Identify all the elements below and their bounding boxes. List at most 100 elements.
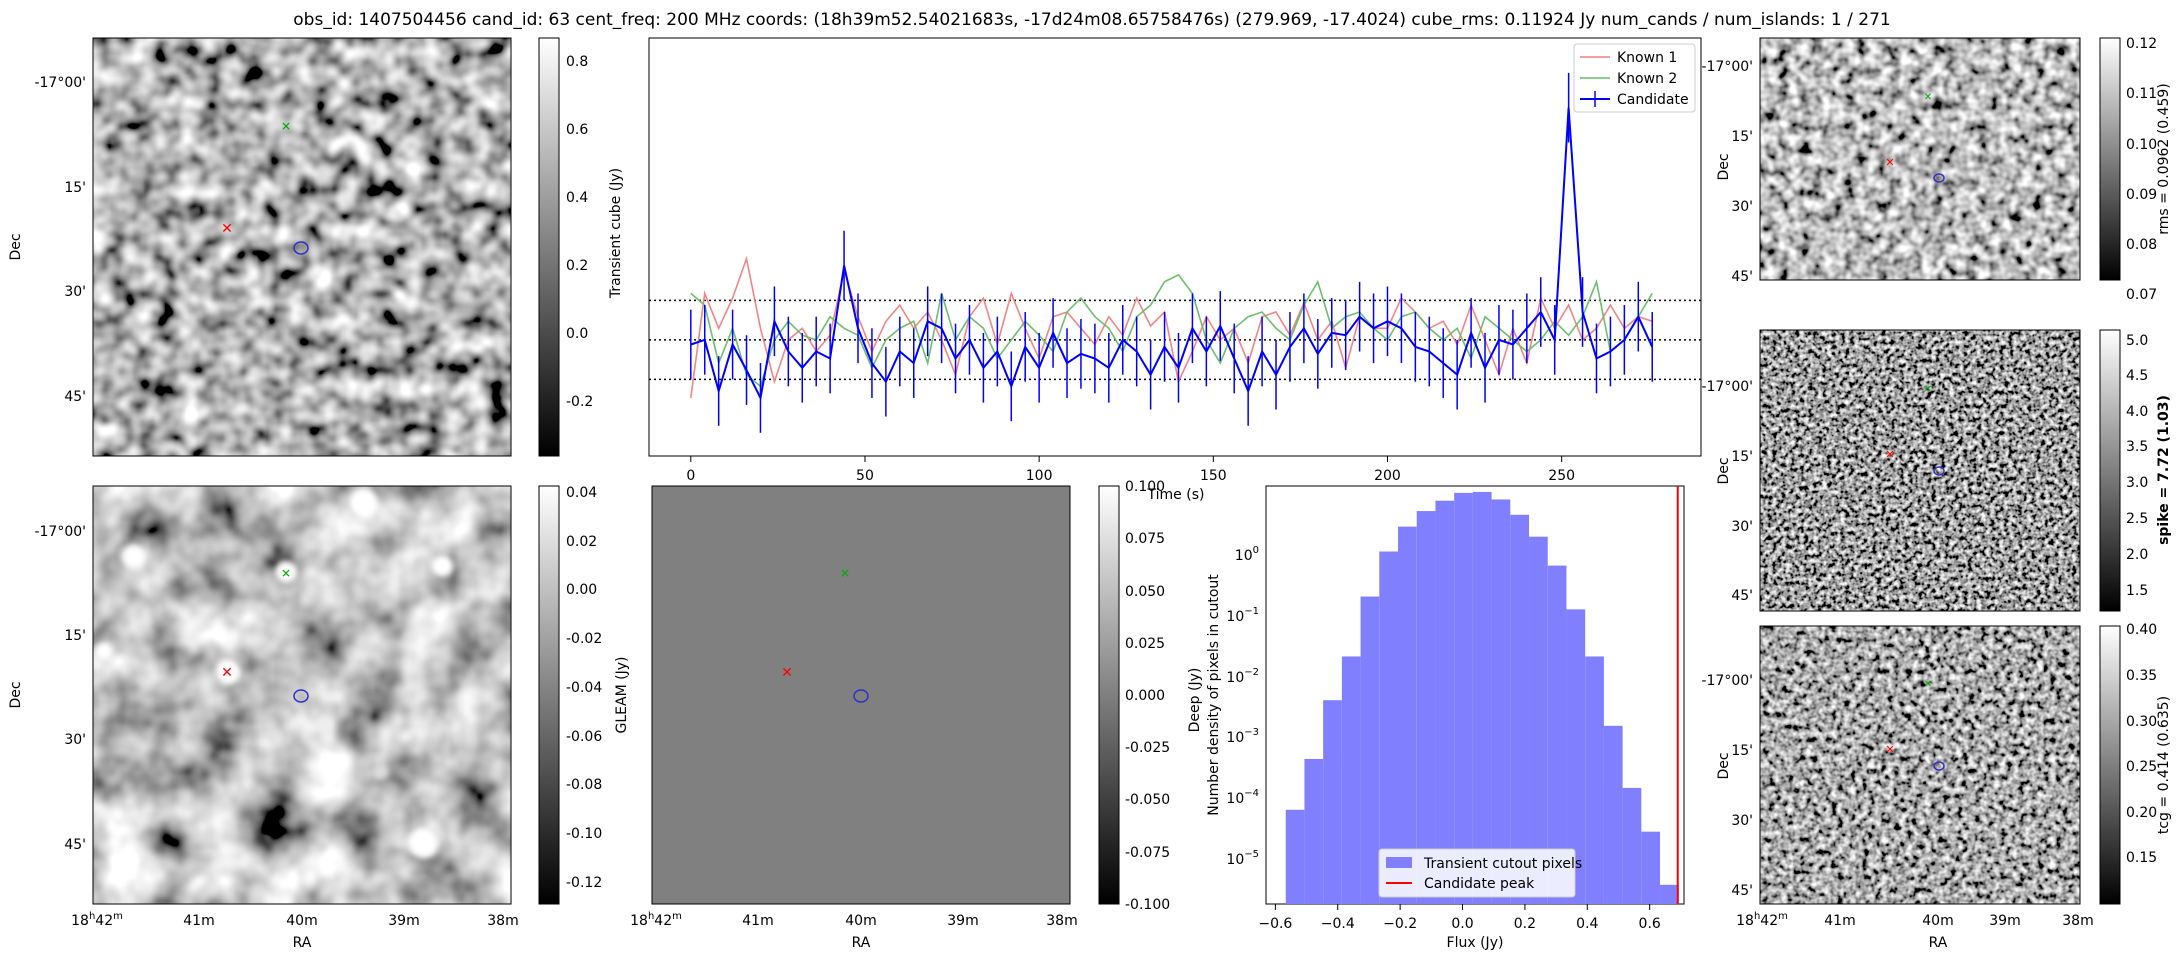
dec-tick: 30' [64,284,86,300]
lightcurve-xticks: 0 50 100 150 200 250 [686,456,1575,484]
colorbar-ticks: 0.8 0.6 0.4 0.2 0.0 -0.2 [566,54,593,410]
dec-tick: 15' [64,180,86,196]
dec-axis-label: Dec [8,681,24,708]
ra-tick-labels: 18h42m 41m 40m 39m 38m [71,911,519,929]
lightcurve-xlabel: Time (s) [1147,487,1205,503]
ra-tick: 38m [487,913,518,929]
colorbar-label: GLEAM (Jy) [614,657,630,734]
red-marker: ✕ [1885,743,1894,756]
xtick-label: 100 [1026,468,1053,484]
ra-tick: 40m [1922,913,1953,929]
colorbar-tick: 0.08 [2126,237,2157,253]
colorbar-ticks: 0.40 0.35 0.30 0.25 0.20 0.15 [2126,622,2157,866]
series-line-known-2 [690,273,1653,388]
xtick-label: 0.0 [1451,916,1473,932]
threshold-lines [649,299,1701,381]
dec-tick: 15' [64,628,86,644]
colorbar-tick: 2.5 [2126,511,2148,527]
dec-tick-labels: -17°00' 15' 30' 45' [34,75,86,405]
ytick-label: 10−2 [1226,667,1259,686]
red-marker: ✕ [1885,448,1894,461]
hist-bar [1285,809,1305,904]
dec-tick: -17°00' [34,75,86,91]
hist-bar [1472,491,1492,904]
red-marker: ✕ [1885,156,1894,169]
hist-bar [1660,884,1679,904]
colorbar-tick: 0.050 [1125,584,1165,600]
hist-bar [1398,526,1417,904]
xtick-label: 250 [1548,468,1575,484]
figure-title: obs_id: 1407504456 cand_id: 63 cent_freq… [293,10,1890,30]
legend-entry: Candidate [1617,92,1689,108]
dec-tick-labels: -17°00' 15' 30' 45' [1701,59,1753,285]
colorbar-tick: 3.5 [2126,439,2148,455]
xtick-label: −0.2 [1383,916,1417,932]
candidate-contour [1933,761,1945,771]
colorbar-tick: 4.0 [2126,404,2148,420]
hist-bar [1529,536,1548,904]
colorbar-tick: 0.075 [1125,531,1165,547]
dec-tick: 30' [1731,519,1753,535]
dec-tick: 15' [1731,449,1753,465]
hist-bar [1416,511,1436,904]
hist-bar [1341,656,1361,904]
xtick-label: 150 [1200,468,1227,484]
colorbar-tick: 4.5 [2126,368,2148,384]
tcg-panel: ✕ ✕ -17°00' 15' 30' 45' 18h42m 41m 40m 3… [1701,622,2172,951]
red-marker: ✕ [221,665,233,681]
spike-image [1760,330,2080,611]
ytick-label: 100 [1235,545,1259,564]
ra-tick: 39m [947,913,978,929]
colorbar-tick: -0.050 [1125,792,1170,808]
colorbar-tick: -0.12 [566,875,602,891]
green-marker: ✕ [281,567,291,581]
colorbar-tick: 0.025 [1125,636,1165,652]
ra-tick: 40m [845,913,876,929]
ra-tick: 38m [1046,913,1077,929]
ytick-label: 10−3 [1226,727,1259,746]
colorbar-tick: 0.20 [2126,805,2157,821]
hist-bar [1603,725,1623,904]
hist-bar [1360,596,1380,904]
deep-image [651,485,1071,905]
dec-tick: -17°00' [1701,379,1753,395]
colorbar [538,37,560,457]
xtick-label: −0.6 [1258,916,1292,932]
colorbar-tick: 0.40 [2126,622,2157,638]
green-marker: ✕ [281,120,291,134]
green-marker: ✕ [1924,92,1932,103]
hist-bar [1323,700,1342,904]
ytick-label: 10−5 [1226,849,1259,868]
dec-tick: -17°00' [1701,673,1753,689]
deep-panel: ✕ ✕ 18h42m 41m 40m 39m 38m RA 0.100 0.07… [630,479,1203,951]
colorbar-label: Deep (Jy) [1187,668,1203,733]
hist-bar [1585,656,1604,904]
rms-image [1760,38,2080,280]
colorbar [2099,329,2121,612]
histogram-bars [1285,491,1679,904]
colorbar-tick: 0.00 [566,582,597,598]
dec-tick: 30' [1731,813,1753,829]
colorbar-tick: -0.100 [1125,897,1170,913]
hist-bar [1491,499,1511,904]
candidate-contour [1933,466,1945,476]
red-marker: ✕ [781,665,793,681]
dec-axis-label: Dec [1716,153,1732,180]
colorbar-tick: 0.35 [2126,668,2157,684]
rms-panel: ✕ ✕ -17°00' 15' 30' 45' Dec 0.12 0.11 0.… [1701,36,2172,303]
xtick-label: 200 [1374,468,1401,484]
dec-tick: -17°00' [1701,59,1753,75]
series-line-candidate [690,107,1654,402]
colorbar-tick: 0.000 [1125,688,1165,704]
hist-bar [1510,514,1530,904]
colorbar-tick: 2.0 [2126,547,2148,563]
colorbar-tick: -0.10 [566,826,602,842]
dec-tick: 45' [1731,588,1753,604]
colorbar-tick: 0.04 [566,485,597,501]
colorbar-tick: -0.02 [566,631,602,647]
colorbar-tick: 0.07 [2126,287,2157,303]
gleam-bright-sources [95,488,453,858]
xtick-label: 0 [686,468,695,484]
colorbar-ticks: 0.12 0.11 0.10 0.09 0.08 0.07 [2126,36,2157,303]
